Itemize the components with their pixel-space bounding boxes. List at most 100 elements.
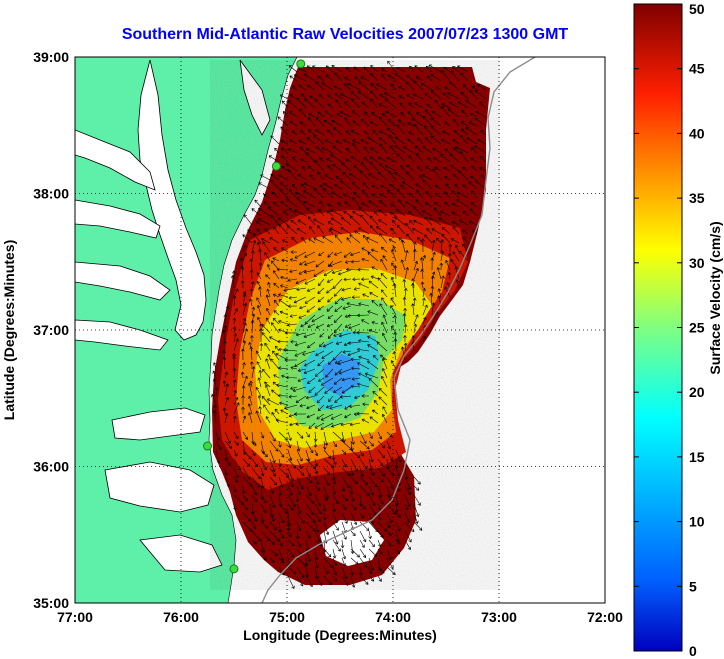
velocity-arrow <box>341 377 352 382</box>
velocity-arrow <box>359 566 363 576</box>
velocity-arrow <box>269 485 274 494</box>
velocity-arrow <box>382 357 388 370</box>
velocity-arrow <box>323 183 334 190</box>
velocity-arrow <box>430 135 442 145</box>
colorbar-tick-label: 5 <box>689 578 697 594</box>
velocity-arrow <box>242 494 249 502</box>
velocity-arrow <box>312 65 325 73</box>
velocity-arrow <box>343 277 352 282</box>
velocity-arrow <box>353 412 361 416</box>
velocity-arrow <box>451 211 460 217</box>
velocity-arrow <box>269 440 279 452</box>
velocity-arrow <box>215 440 222 451</box>
velocity-arrow <box>317 225 325 235</box>
velocity-arrow <box>306 207 316 217</box>
velocity-arrow <box>386 476 394 490</box>
velocity-arrow <box>334 184 343 190</box>
velocity-arrow <box>290 386 298 390</box>
velocity-arrow <box>341 503 347 511</box>
velocity-arrow <box>336 113 343 118</box>
velocity-arrow <box>293 296 307 304</box>
velocity-arrow <box>441 106 451 118</box>
velocity-arrow <box>303 182 316 190</box>
velocity-arrow <box>251 512 258 522</box>
velocity-arrow <box>414 145 424 154</box>
velocity-arrow <box>371 300 379 307</box>
velocity-arrow <box>349 215 361 226</box>
velocity-arrow <box>402 181 415 190</box>
velocity-arrow <box>327 94 334 100</box>
velocity-arrow <box>273 299 280 307</box>
velocity-arrow <box>248 412 253 424</box>
velocity-arrow <box>298 314 307 319</box>
velocity-arrow <box>332 566 338 576</box>
velocity-arrow <box>368 467 375 476</box>
velocity-arrow <box>333 314 343 323</box>
velocity-arrow <box>415 199 424 208</box>
velocity-arrow <box>329 227 343 235</box>
velocity-arrow <box>260 458 267 471</box>
velocity-arrow <box>314 512 321 523</box>
velocity-arrow <box>278 440 282 448</box>
velocity-arrow <box>394 216 406 226</box>
velocity-arrow <box>377 494 384 505</box>
velocity-arrow <box>323 119 334 127</box>
velocity-arrow <box>241 406 245 415</box>
velocity-arrow <box>377 458 384 467</box>
velocity-arrow <box>278 530 285 539</box>
velocity-arrow <box>323 431 329 446</box>
velocity-arrow <box>278 328 289 334</box>
velocity-arrow <box>305 449 311 462</box>
velocity-arrow <box>371 321 379 325</box>
velocity-arrow <box>300 93 307 100</box>
velocity-arrow <box>233 402 240 415</box>
velocity-arrow <box>350 156 361 163</box>
velocity-arrow <box>326 287 334 294</box>
velocity-arrow <box>452 147 460 154</box>
velocity-arrow <box>353 191 361 199</box>
velocity-arrow <box>270 173 280 181</box>
colorbar-tick-label: 0 <box>689 643 697 659</box>
velocity-arrow <box>389 183 397 190</box>
velocity-arrow <box>250 361 254 370</box>
velocity-arrow <box>281 147 289 154</box>
velocity-arrow <box>387 189 397 199</box>
velocity-arrow <box>350 494 355 502</box>
velocity-arrow <box>351 98 361 109</box>
velocity-arrow <box>289 269 298 274</box>
velocity-arrow <box>261 395 271 406</box>
velocity-arrow <box>264 252 271 262</box>
velocity-arrow <box>406 94 415 100</box>
velocity-arrow <box>278 366 289 370</box>
velocity-arrow <box>441 233 451 244</box>
velocity-arrow <box>280 200 289 208</box>
velocity-arrow <box>298 84 307 91</box>
velocity-arrow <box>331 191 343 199</box>
velocity-arrow <box>369 416 379 424</box>
velocity-arrow <box>257 395 262 406</box>
colorbar-tick-label: 15 <box>689 449 705 465</box>
velocity-arrow <box>278 512 285 524</box>
velocity-arrow <box>301 237 307 244</box>
velocity-arrow <box>421 174 433 181</box>
velocity-arrow <box>341 494 349 502</box>
velocity-arrow <box>299 403 307 408</box>
velocity-arrow <box>318 377 325 382</box>
velocity-arrow <box>296 458 303 470</box>
velocity-arrow <box>317 75 325 82</box>
velocity-arrow <box>314 521 320 533</box>
velocity-arrow <box>395 449 402 463</box>
velocity-arrow <box>305 503 314 516</box>
velocity-arrow <box>273 226 280 235</box>
velocity-arrow <box>305 530 311 539</box>
velocity-arrow <box>368 458 373 471</box>
velocity-arrow <box>280 275 289 280</box>
velocity-arrow <box>290 339 298 344</box>
velocity-arrow <box>369 292 379 298</box>
velocity-arrow <box>378 396 388 406</box>
velocity-arrow <box>369 121 379 127</box>
velocity-arrow <box>306 305 316 313</box>
velocity-arrow <box>398 119 406 127</box>
velocity-arrow <box>287 494 296 508</box>
velocity-arrow <box>323 458 335 468</box>
